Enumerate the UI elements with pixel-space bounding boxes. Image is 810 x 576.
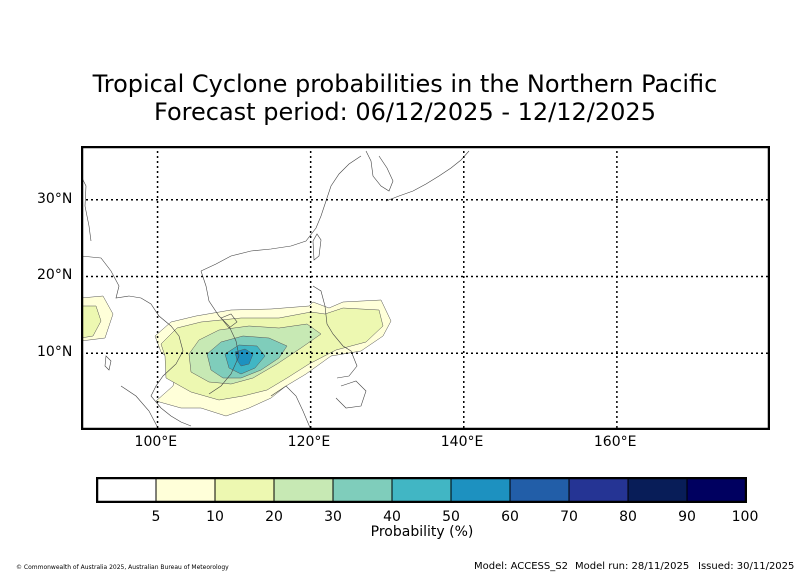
coast-korea <box>365 150 394 192</box>
coast-japan <box>385 150 470 202</box>
colorbar-bin-3 <box>273 477 334 503</box>
colorbar <box>96 477 747 503</box>
lat-label-10: 10°N <box>37 344 73 361</box>
lon-label-100: 100°E <box>134 434 178 450</box>
colorbar-bins <box>96 477 747 503</box>
lon-label-140: 140°E <box>440 434 484 450</box>
colorbar-bin-2 <box>214 477 275 503</box>
contour-10-b <box>81 305 102 339</box>
coastlines <box>81 150 470 430</box>
probability-contours <box>81 295 392 417</box>
colorbar-tick-5: 5 <box>151 509 161 525</box>
colorbar-bin-10 <box>686 477 747 503</box>
coast-india <box>81 175 92 242</box>
colorbar-tick-50: 50 <box>442 509 460 525</box>
colorbar-tick-70: 70 <box>560 509 578 525</box>
colorbar-bin-0 <box>96 477 157 503</box>
model-run-date: Model run: 28/11/2025 <box>575 561 690 572</box>
colorbar-bin-9 <box>627 477 688 503</box>
colorbar-bin-4 <box>332 477 393 503</box>
colorbar-tick-40: 40 <box>383 509 401 525</box>
colorbar-bin-5 <box>391 477 452 503</box>
coast-srilanka <box>104 355 112 371</box>
coast-indochina <box>81 255 192 427</box>
model-name: Model: ACCESS_S2 <box>474 561 568 572</box>
colorbar-tick-10: 10 <box>206 509 224 525</box>
coast-mindanao <box>335 380 367 409</box>
colorbar-tick-60: 60 <box>501 509 519 525</box>
map-title-line1: Tropical Cyclone probabilities in the No… <box>92 70 718 98</box>
lon-label-120: 120°E <box>287 434 331 450</box>
colorbar-tick-90: 90 <box>678 509 696 525</box>
coast-borneo <box>270 385 312 430</box>
colorbar-frame <box>96 477 747 503</box>
colorbar-tick-80: 80 <box>619 509 637 525</box>
map-title-line2: Forecast period: 06/12/2025 - 12/12/2025 <box>154 98 656 126</box>
lat-label-30: 30°N <box>37 190 73 207</box>
colorbar-bin-7 <box>509 477 570 503</box>
gridlines <box>81 146 770 430</box>
probability-map <box>81 146 770 430</box>
colorbar-bin-8 <box>568 477 629 503</box>
colorbar-bin-1 <box>155 477 216 503</box>
coast-taiwan <box>312 233 322 261</box>
coast-hainan <box>220 313 238 329</box>
coast-south-china <box>200 155 362 272</box>
coast-luzon <box>312 285 358 379</box>
colorbar-bin-6 <box>450 477 511 503</box>
colorbar-label: Probability (%) <box>370 524 474 540</box>
map-frame <box>81 146 770 430</box>
colorbar-tick-30: 30 <box>324 509 342 525</box>
issued-date: Issued: 30/11/2025 <box>698 561 795 572</box>
coast-vietnam <box>200 270 240 395</box>
coast-sumatra <box>120 385 160 430</box>
colorbar-tick-20: 20 <box>265 509 283 525</box>
colorbar-tick-end: 100 <box>731 509 759 525</box>
copyright-notice: © Commonwealth of Australia 2025, Austra… <box>16 564 229 571</box>
lon-label-160: 160°E <box>593 434 637 450</box>
contour-50 <box>234 348 254 367</box>
lat-label-20: 20°N <box>37 267 73 284</box>
